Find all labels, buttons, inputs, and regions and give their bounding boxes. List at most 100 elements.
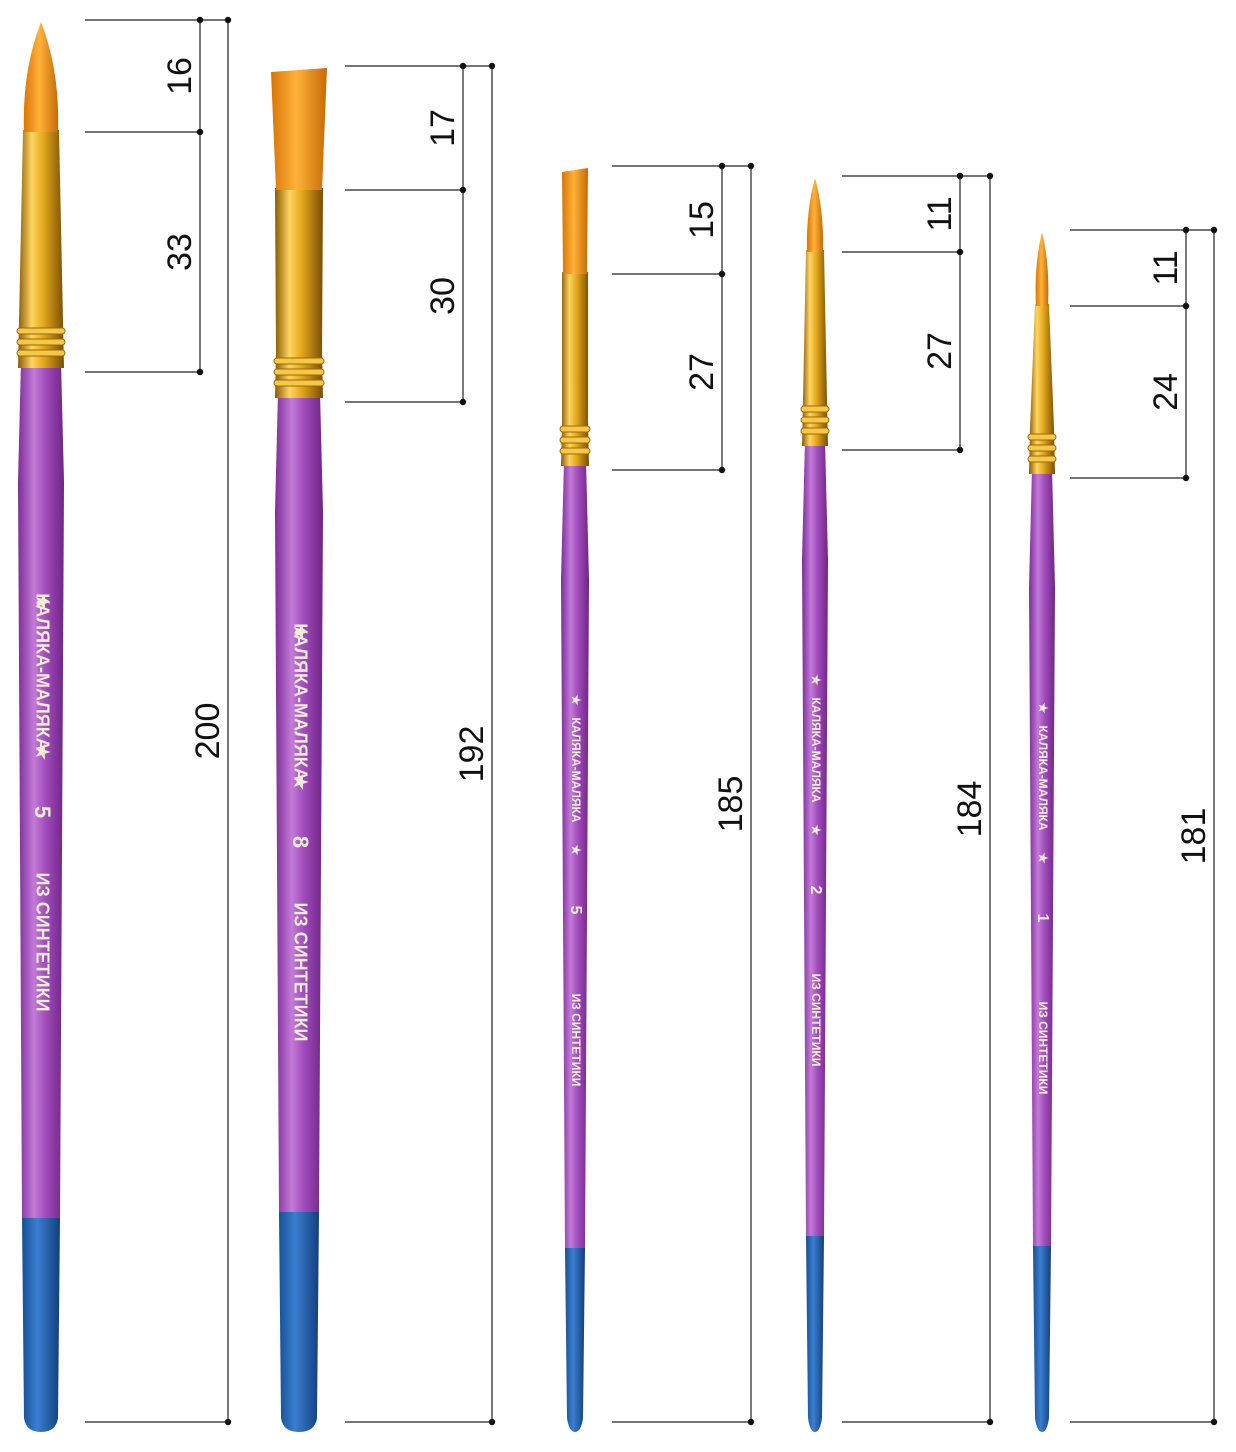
ferrule-crimp-ring	[16, 349, 66, 357]
size-number-imprint: 5	[567, 906, 584, 915]
brush-end-tip	[806, 1236, 824, 1432]
dimension-dot	[224, 16, 232, 24]
brush-3: ★ КАЛЯКА-МАЛЯКА ★ 5 ИЗ СИНТЕТИКИ	[559, 168, 591, 1432]
dimension-dot	[488, 1418, 496, 1426]
hair-length-label: 11	[921, 196, 959, 231]
dimension-dot	[956, 446, 964, 454]
dimension-dot	[747, 1418, 755, 1426]
brush-4: ★ КАЛЯКА-МАЛЯКА ★ 2 ИЗ СИНТЕТИКИ	[800, 178, 830, 1432]
dimension-group-3: 15 27 185	[612, 162, 755, 1426]
ferrule-length-label: 24	[1147, 373, 1185, 411]
ferrule-crimp-ring	[559, 436, 591, 444]
ferrule-length-label: 27	[921, 332, 959, 370]
brand-imprint: КАЛЯКА-МАЛЯКА	[32, 593, 52, 751]
star-icon: ★	[809, 675, 823, 686]
dimension-dot	[986, 172, 994, 180]
dimension-dot	[1182, 302, 1190, 310]
brand-imprint: КАЛЯКА-МАЛЯКА	[809, 697, 823, 802]
ferrule-crimp-ring	[16, 338, 66, 346]
dimension-dot	[956, 172, 964, 180]
hair-length-label: 17	[424, 109, 462, 147]
ferrule-length-label: 30	[424, 277, 462, 315]
dimension-dot	[1210, 226, 1218, 234]
star-icon: ★	[1036, 853, 1050, 864]
dimension-dot	[459, 62, 467, 70]
dimension-dot	[718, 466, 726, 474]
brush-bristles	[1035, 232, 1049, 306]
ferrule-crimp-ring	[1027, 444, 1057, 452]
material-imprint: ИЗ СИНТЕТИКИ	[32, 872, 52, 1011]
star-icon: ★	[32, 594, 52, 611]
brush-end-tip	[565, 1248, 585, 1432]
star-icon: ★	[290, 774, 310, 791]
hair-length-label: 16	[161, 57, 199, 95]
hair-length-label: 15	[683, 201, 721, 239]
brush-ferrule	[802, 250, 828, 446]
brush-bristles	[23, 22, 59, 132]
total-length-label: 184	[951, 781, 989, 838]
ferrule-crimp-ring	[559, 425, 591, 433]
material-imprint: ИЗ СИНТЕТИКИ	[290, 902, 310, 1041]
ferrule-crimp-ring	[1027, 455, 1057, 463]
brush-2: ★КАЛЯКА-МАЛЯКА★ 8 ИЗ СИНТЕТИКИ	[271, 68, 327, 1432]
material-imprint: ИЗ СИНТЕТИКИ	[1036, 1002, 1050, 1095]
dimension-dot	[459, 186, 467, 194]
brush-ferrule	[275, 188, 323, 398]
ferrule-crimp-ring	[1027, 433, 1057, 441]
ferrule-crimp-ring	[16, 327, 66, 335]
brush-handle	[18, 362, 64, 1218]
star-icon: ★	[290, 624, 310, 641]
dimension-group-1: 16 33 200	[85, 16, 232, 1426]
dimension-dot	[488, 62, 496, 70]
dimension-dot	[747, 162, 755, 170]
brush-end-tip	[1033, 1246, 1051, 1432]
brush-5: ★ КАЛЯКА-МАЛЯКА ★ 1 ИЗ СИНТЕТИКИ	[1027, 232, 1057, 1432]
dimension-dot	[956, 248, 964, 256]
ferrule-crimp-ring	[273, 379, 325, 387]
ferrule-crimp-ring	[273, 368, 325, 376]
brush-handle	[561, 460, 589, 1248]
dimension-dot	[986, 1418, 994, 1426]
ferrule-crimp-ring	[800, 416, 830, 424]
brush-handle	[1029, 468, 1055, 1246]
size-number-imprint: 1	[1034, 914, 1051, 923]
dimension-dot	[718, 270, 726, 278]
hair-length-label: 11	[1147, 250, 1185, 285]
ferrule-crimp-ring	[273, 357, 325, 365]
brush-ferrule	[1029, 304, 1055, 474]
brand-imprint: КАЛЯКА-МАЛЯКА	[1036, 725, 1050, 830]
ferrule-length-label: 33	[161, 233, 199, 271]
dimension-dot	[1182, 226, 1190, 234]
ferrule-crimp-ring	[800, 405, 830, 413]
ferrule-length-label: 27	[683, 353, 721, 391]
total-length-label: 200	[189, 703, 227, 760]
star-icon: ★	[1036, 703, 1050, 714]
size-number-imprint: 5	[30, 806, 55, 818]
size-number-imprint: 8	[288, 836, 313, 848]
dimension-dot	[196, 16, 204, 24]
brush-end-tip	[279, 1212, 319, 1432]
brush-bristles	[271, 68, 327, 190]
dimension-dot	[196, 128, 204, 136]
dimension-dot	[459, 398, 467, 406]
size-number-imprint: 2	[807, 886, 824, 895]
brand-imprint: КАЛЯКА-МАЛЯКА	[569, 717, 583, 822]
material-imprint: ИЗ СИНТЕТИКИ	[569, 994, 583, 1087]
star-icon: ★	[569, 695, 583, 706]
total-length-label: 181	[1175, 808, 1213, 865]
brush-handle	[275, 392, 323, 1212]
dimension-dot	[224, 1418, 232, 1426]
ferrule-crimp-ring	[559, 447, 591, 455]
dimension-dot	[718, 162, 726, 170]
dimension-group-2: 17 30 192	[345, 62, 496, 1426]
star-icon: ★	[32, 744, 52, 761]
brush-handle	[802, 440, 828, 1236]
star-icon: ★	[809, 825, 823, 836]
total-length-label: 185	[712, 776, 750, 833]
total-length-label: 192	[453, 726, 491, 783]
brush-ferrule	[18, 130, 64, 368]
dimension-dot	[1210, 1418, 1218, 1426]
brush-end-tip	[22, 1218, 60, 1432]
brand-imprint: КАЛЯКА-МАЛЯКА	[290, 623, 310, 781]
